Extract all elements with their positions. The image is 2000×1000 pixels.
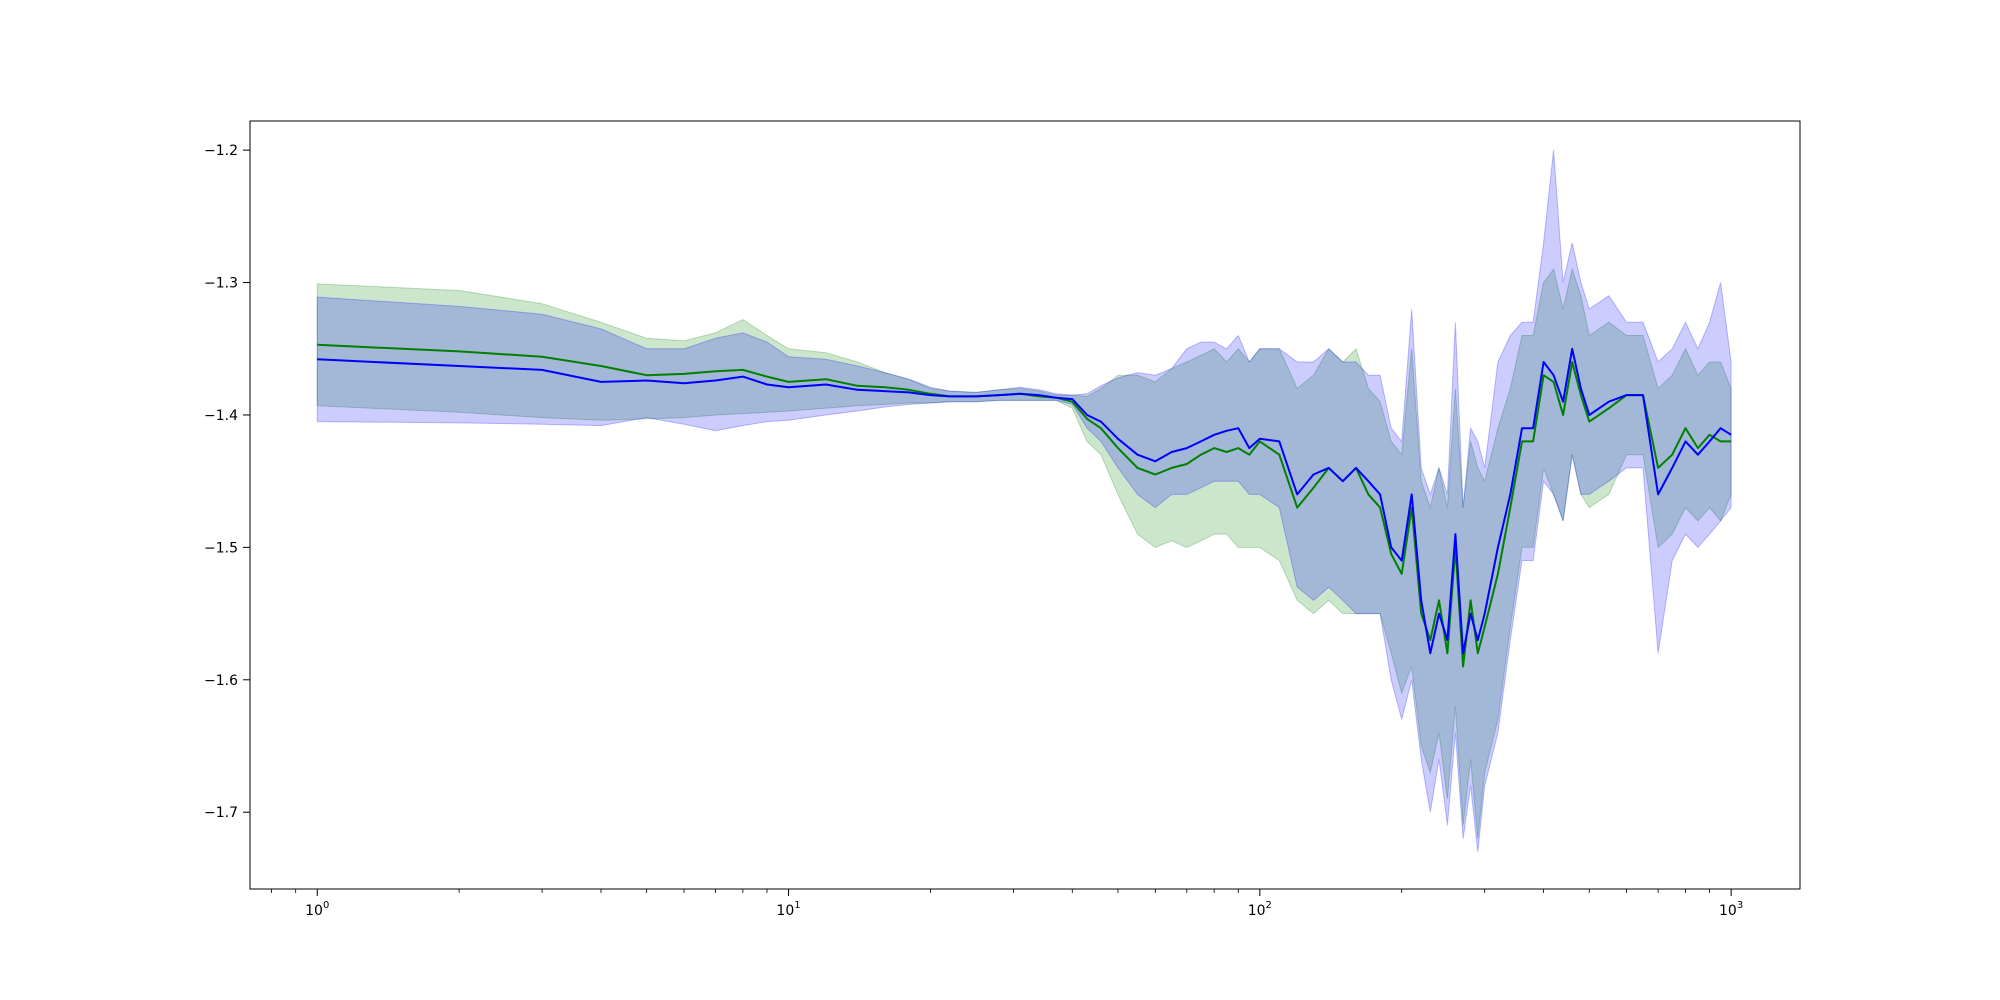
x-tick-label: 103 [1719,900,1743,919]
x-tick-label-base: 10 [1719,903,1737,919]
y-tick-label: −1.5 [204,540,238,556]
y-tick-label: −1.2 [204,143,238,159]
x-tick-label-base: 10 [305,903,323,919]
x-tick-label-base: 10 [1248,903,1266,919]
x-tick-label: 100 [305,900,329,919]
x-tick-label-base: 10 [776,903,794,919]
y-tick-label: −1.7 [204,805,238,821]
y-tick-label: −1.6 [204,673,238,689]
y-tick-label: −1.3 [204,276,238,292]
series-1-confidence-band [316,150,1732,852]
x-axis: 100 101 102 103 [271,889,1743,919]
x-tick-label-exponent: 0 [323,900,329,911]
x-tick-label-exponent: 1 [794,900,800,911]
x-tick-label-exponent: 2 [1266,900,1272,911]
plot-area-frame [249,120,1801,890]
x-tick-label: 102 [1248,900,1272,919]
series-1-line [317,347,1732,655]
x-tick-label-exponent: 3 [1737,900,1743,911]
lines-layer [317,343,1732,668]
x-tick-label: 101 [776,900,800,919]
series-0-confidence-band [316,267,1732,839]
y-tick-label: −1.4 [204,408,238,424]
series-0-line [317,343,1732,668]
y-axis: −1.2 −1.3 −1.4 −1.5 −1.6 −1.7 [204,143,250,821]
bands-layer [316,150,1732,852]
